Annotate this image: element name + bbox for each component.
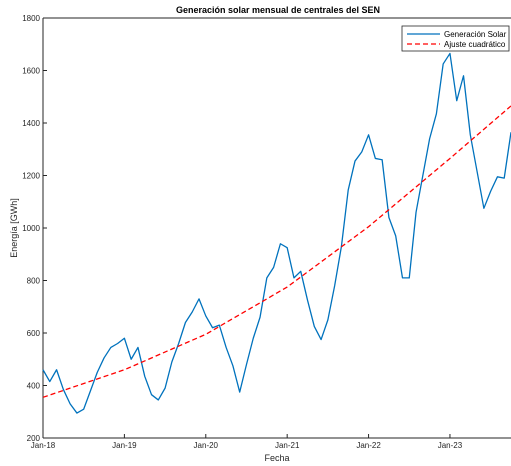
series-line-fit [42,105,511,398]
legend-label: Generación Solar [444,30,507,39]
legend-box [401,25,510,52]
x-tick-label: Jan-18 [31,441,56,450]
x-tick-label: Jan-22 [356,441,381,450]
x-tick-label: Jan-21 [275,441,300,450]
axes: 200 400 600 800 1000 1200 1400 1600 1800 Jan-18 Ja… [22,14,511,450]
y-tick-label: 1200 [22,172,40,181]
y-tick-label: 1800 [22,14,40,23]
x-tick-label: Jan-23 [438,441,463,450]
y-tick-label: 200 [27,434,41,443]
x-tick-label: Jan-20 [194,441,219,450]
series-line-solar [42,52,511,414]
y-axis-label: Energía [GWh] [9,198,19,258]
x-axis-label: Fecha [264,453,289,463]
y-tick-label: 800 [27,277,41,286]
y-tick-label: 1000 [22,224,40,233]
legend-label: Ajuste cuadrático [444,40,506,49]
x-tick-label: Jan-19 [112,441,137,450]
y-tick-label: 600 [27,329,41,338]
y-tick-label: 1400 [22,119,40,128]
y-tick-label: 1600 [22,67,40,76]
y-tick-label: 400 [27,382,41,391]
series-group [42,52,511,414]
chart-title: Generación solar mensual de centrales de… [176,5,380,15]
